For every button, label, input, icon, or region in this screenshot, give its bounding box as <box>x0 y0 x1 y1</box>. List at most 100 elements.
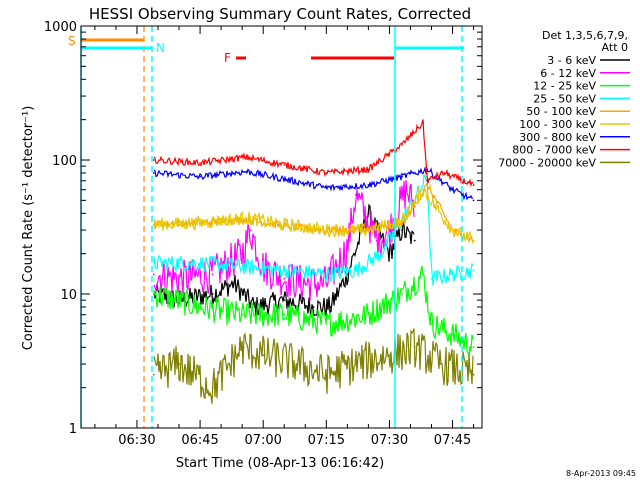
series-line <box>153 179 415 302</box>
data-point <box>388 354 391 356</box>
data-point <box>375 239 378 242</box>
data-point <box>430 277 433 280</box>
data-point <box>401 220 403 222</box>
data-point <box>152 223 155 226</box>
legend-header: Det 1,3,5,6,7,9, <box>542 29 628 42</box>
data-point <box>422 188 424 191</box>
data-point <box>245 216 248 219</box>
data-point <box>325 172 328 174</box>
data-point <box>325 282 328 285</box>
data-point <box>262 354 265 356</box>
data-point <box>413 346 416 349</box>
saa-label: S <box>68 34 76 48</box>
series-line <box>153 187 474 244</box>
y-tick-label: 100 <box>52 154 77 169</box>
data-point <box>253 306 256 308</box>
flare-label: F <box>224 51 231 65</box>
data-point <box>472 373 475 376</box>
data-point <box>152 262 155 265</box>
data-point <box>401 293 403 295</box>
data-point <box>152 293 155 295</box>
y-tick-label: 1 <box>69 422 77 437</box>
data-point <box>211 386 214 389</box>
data-point <box>430 322 433 325</box>
legend-entry: 50 - 100 keV <box>526 105 596 118</box>
data-point <box>367 313 370 316</box>
data-point <box>199 221 201 224</box>
data-point <box>325 322 328 325</box>
data-point <box>451 229 454 231</box>
legend-header-2: Att 0 <box>602 41 628 54</box>
data-point <box>443 172 446 174</box>
plot-frame <box>80 25 483 429</box>
data-point <box>367 212 370 215</box>
x-axis-label: Start Time (08-Apr-13 06:16:42) <box>176 456 384 471</box>
data-point <box>199 262 201 265</box>
data-point <box>283 223 286 226</box>
data-point <box>152 172 155 174</box>
data-point <box>426 184 429 186</box>
data-point <box>245 156 248 159</box>
data-point <box>329 306 332 308</box>
data-point <box>152 373 155 376</box>
data-point <box>152 159 155 161</box>
data-point <box>283 269 286 272</box>
x-tick-label: 07:30 <box>371 433 408 448</box>
legend-entry: 3 - 6 keV <box>547 54 596 67</box>
data-point <box>241 252 244 255</box>
data-point <box>401 229 403 231</box>
data-point <box>304 282 307 285</box>
chart-title: HESSI Observing Summary Count Rates, Cor… <box>89 5 471 23</box>
data-point <box>211 273 214 276</box>
data-point <box>472 239 475 242</box>
legend-entry: 300 - 800 keV <box>519 131 596 144</box>
night-label: N <box>156 41 165 55</box>
data-point <box>451 188 454 191</box>
data-point <box>199 162 201 164</box>
data-point <box>472 199 475 202</box>
data-point <box>388 252 391 255</box>
series-line <box>153 119 474 188</box>
legend-entry: 6 - 12 keV <box>540 67 596 80</box>
data-point <box>283 277 286 280</box>
data-point <box>178 277 180 280</box>
x-tick-label: 07:15 <box>308 433 345 448</box>
series-line <box>153 328 474 404</box>
plot-area <box>152 119 475 404</box>
data-point <box>422 121 424 124</box>
data-point <box>283 299 286 302</box>
data-point <box>439 363 441 365</box>
legend-entry: 12 - 25 keV <box>533 80 596 93</box>
data-point <box>367 184 370 186</box>
data-point <box>451 273 454 276</box>
data-point <box>241 313 244 316</box>
data-point <box>401 143 403 146</box>
data-point <box>472 269 475 272</box>
data-point <box>354 193 357 196</box>
data-point <box>325 273 328 276</box>
data-point <box>283 313 286 316</box>
data-point <box>422 273 424 276</box>
y-axis-label: Corrected Count Rate (s⁻¹ detector⁻¹) <box>21 106 36 351</box>
data-point <box>241 265 244 268</box>
data-point <box>426 179 429 182</box>
data-point <box>388 229 391 231</box>
data-point <box>380 252 382 255</box>
data-point <box>325 373 328 376</box>
data-point <box>325 186 328 189</box>
data-point <box>249 229 252 231</box>
data-point <box>472 184 475 186</box>
data-point <box>152 273 155 276</box>
data-point <box>283 163 286 166</box>
y-axis: 1 10 100 1000 <box>44 20 482 437</box>
y-tick-label: 10 <box>60 288 77 303</box>
data-point <box>472 346 475 349</box>
x-tick-label: 06:30 <box>118 433 155 448</box>
legend-entry: 100 - 300 keV <box>519 118 596 131</box>
series-line <box>153 166 473 201</box>
data-point <box>245 170 248 173</box>
data-point <box>283 178 286 181</box>
data-point <box>199 306 201 308</box>
legend-entry: 800 - 7000 keV <box>512 144 596 157</box>
